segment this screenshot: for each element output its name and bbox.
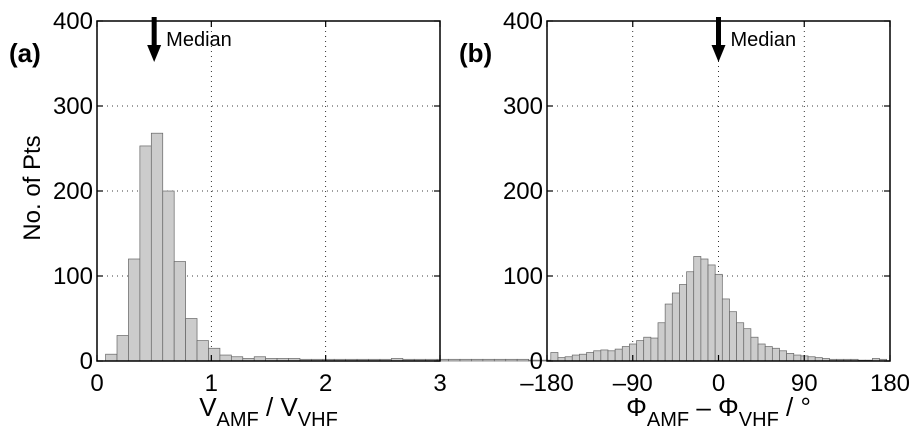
y-tick-label: 0 bbox=[80, 348, 93, 375]
y-tick-label: 300 bbox=[53, 93, 93, 120]
x-tick-label: –90 bbox=[613, 370, 653, 397]
histogram-bar bbox=[786, 353, 795, 362]
y-tick-label: 200 bbox=[53, 178, 93, 205]
panel-label: (a) bbox=[9, 38, 41, 68]
histogram-bar bbox=[607, 350, 616, 362]
histogram-bar bbox=[793, 354, 802, 362]
histogram-bar bbox=[614, 348, 623, 362]
histogram-bar bbox=[448, 358, 461, 362]
histogram-bar bbox=[664, 303, 673, 362]
histogram-bar bbox=[579, 353, 587, 362]
histogram-bar bbox=[693, 256, 702, 362]
histogram-bar bbox=[779, 350, 787, 362]
histogram-bar bbox=[714, 273, 723, 362]
chart-panel-a: 0 1 2 3 0 100 200 300 400 Median (a) VAMF / VVHF bbox=[9, 8, 598, 431]
histogram-bar bbox=[621, 346, 630, 362]
histogram-bar bbox=[750, 336, 759, 362]
histogram-bar bbox=[686, 271, 695, 362]
histogram-bar bbox=[482, 358, 495, 362]
histogram-bar bbox=[643, 336, 652, 362]
x-tick-label: 90 bbox=[791, 370, 818, 397]
histogram-bar bbox=[505, 358, 518, 362]
y-tick-label: 100 bbox=[53, 263, 93, 290]
histogram-bar bbox=[459, 358, 472, 362]
x-tick-label: –180 bbox=[520, 370, 573, 397]
histogram-bar bbox=[743, 328, 752, 362]
histogram-bar bbox=[550, 352, 559, 362]
histogram-bar bbox=[139, 145, 152, 362]
histogram-bar bbox=[173, 261, 186, 362]
histogram-bar bbox=[721, 298, 730, 362]
histogram-bar bbox=[636, 340, 645, 362]
x-tick-label: 1 bbox=[205, 370, 218, 397]
histogram-bar bbox=[150, 132, 164, 362]
histogram-bar bbox=[764, 346, 773, 362]
histogram-bar bbox=[707, 264, 716, 362]
histogram-bar bbox=[679, 284, 687, 362]
histogram-bar bbox=[471, 358, 484, 362]
x-tick-label: 2 bbox=[319, 370, 332, 397]
histogram-bar bbox=[657, 322, 666, 362]
histogram-bar bbox=[650, 337, 659, 362]
histogram-bar bbox=[671, 292, 680, 362]
histogram-bar bbox=[493, 358, 507, 362]
median-arrow-head bbox=[711, 45, 726, 62]
median-label: Median bbox=[166, 29, 232, 51]
histogram-bar bbox=[116, 335, 129, 362]
x-axis-label: ΦAMF – ΦVHF / ° bbox=[626, 392, 811, 431]
median-arrow-head bbox=[147, 45, 162, 62]
panel-label: (b) bbox=[459, 38, 492, 68]
histogram-bar bbox=[700, 258, 709, 362]
histogram-bar bbox=[593, 350, 602, 362]
y-tick-label: 400 bbox=[53, 8, 93, 35]
histogram-bar bbox=[185, 318, 198, 362]
x-tick-label: 3 bbox=[433, 370, 446, 397]
median-label: Median bbox=[731, 29, 797, 51]
y-axis-label: No. of Pts bbox=[19, 135, 46, 240]
histogram-bar bbox=[219, 354, 232, 362]
chart-panel-b: –180 –90 0 90 180 0 100 200 300 400 Median (b) ΦAMF … bbox=[459, 8, 910, 431]
histogram-bar bbox=[771, 347, 780, 362]
histogram-bar bbox=[196, 340, 209, 362]
histogram-bar bbox=[516, 358, 529, 362]
y-tick-label: 400 bbox=[503, 8, 543, 35]
y-tick-label: 300 bbox=[503, 93, 543, 120]
x-tick-label: 0 bbox=[90, 370, 103, 397]
histogram-bar bbox=[571, 354, 580, 362]
histogram-bar bbox=[128, 258, 141, 362]
x-axis-label: VAMF / VVHF bbox=[199, 392, 338, 431]
histogram-bar bbox=[729, 311, 737, 362]
histogram-bar bbox=[162, 190, 175, 362]
y-tick-label: 0 bbox=[530, 348, 543, 375]
x-tick-label: 180 bbox=[870, 370, 910, 397]
histogram-bar bbox=[736, 322, 745, 362]
histogram-bar bbox=[208, 347, 221, 362]
histogram-bar bbox=[757, 343, 766, 362]
y-tick-label: 200 bbox=[503, 178, 543, 205]
histogram-bar bbox=[586, 352, 595, 362]
histogram-bar bbox=[105, 353, 118, 362]
x-tick-label: 0 bbox=[712, 370, 725, 397]
histogram-bar bbox=[600, 349, 609, 362]
y-tick-label: 100 bbox=[503, 263, 543, 290]
